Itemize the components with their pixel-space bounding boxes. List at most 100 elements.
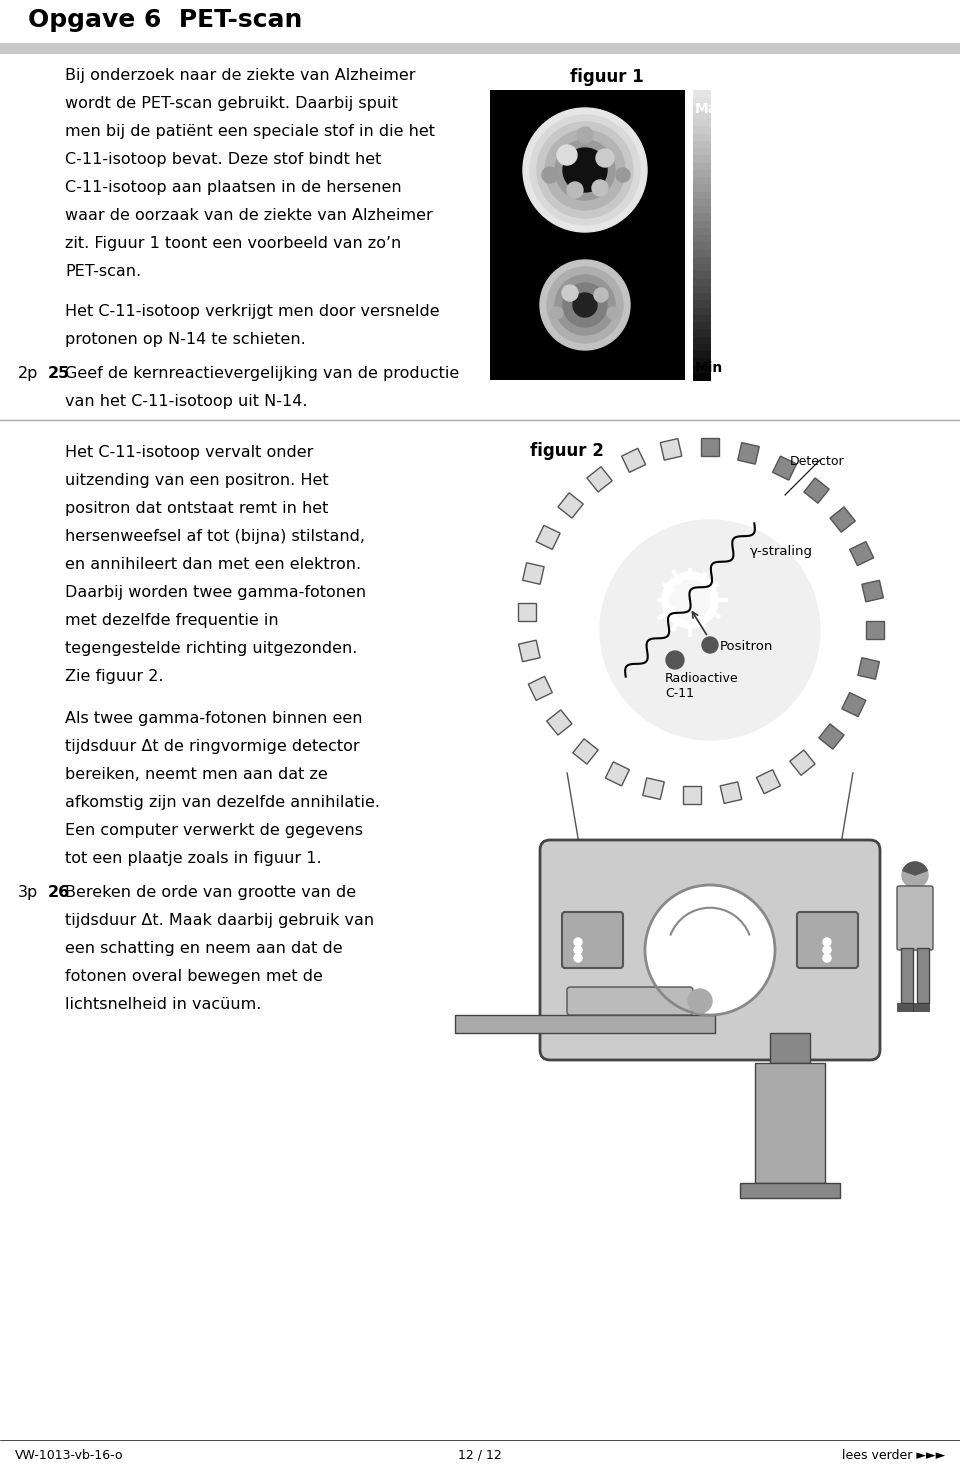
- Text: van het C-11-isotoop uit N-14.: van het C-11-isotoop uit N-14.: [65, 394, 307, 408]
- Text: PET-scan.: PET-scan.: [65, 264, 141, 279]
- Text: lichtsnelheid in vacüum.: lichtsnelheid in vacüum.: [65, 996, 261, 1013]
- Bar: [842, 693, 866, 716]
- Bar: [693, 140, 711, 149]
- Circle shape: [823, 954, 831, 963]
- Bar: [770, 1033, 810, 1063]
- Text: men bij de patiënt een speciale stof in die het: men bij de patiënt een speciale stof in …: [65, 124, 435, 139]
- Bar: [693, 184, 711, 193]
- Bar: [693, 256, 711, 265]
- Bar: [490, 90, 685, 380]
- Bar: [866, 621, 884, 640]
- Bar: [737, 442, 759, 464]
- Bar: [693, 234, 711, 243]
- Text: een schatting en neem aan dat de: een schatting en neem aan dat de: [65, 940, 343, 957]
- Circle shape: [688, 989, 712, 1013]
- Circle shape: [530, 115, 640, 226]
- Bar: [773, 455, 797, 481]
- Bar: [693, 177, 711, 186]
- Bar: [693, 351, 711, 360]
- Bar: [897, 1002, 913, 1011]
- Bar: [790, 750, 815, 775]
- Text: Het C-11-isotoop verkrijgt men door versnelde: Het C-11-isotoop verkrijgt men door vers…: [65, 304, 440, 318]
- Circle shape: [563, 283, 607, 327]
- FancyBboxPatch shape: [897, 886, 933, 951]
- Text: hersenweefsel af tot (bijna) stilstand,: hersenweefsel af tot (bijna) stilstand,: [65, 529, 365, 544]
- Bar: [755, 1063, 825, 1184]
- Text: met dezelfde frequentie in: met dezelfde frequentie in: [65, 613, 278, 628]
- Text: figuur 1: figuur 1: [570, 68, 644, 85]
- Circle shape: [551, 307, 563, 318]
- Bar: [693, 343, 711, 352]
- Circle shape: [645, 884, 775, 1016]
- Bar: [693, 147, 711, 156]
- Circle shape: [596, 149, 614, 167]
- Bar: [693, 358, 711, 367]
- Text: 2p: 2p: [18, 366, 38, 380]
- Bar: [693, 366, 711, 374]
- Bar: [701, 438, 719, 455]
- Circle shape: [574, 954, 582, 963]
- Circle shape: [573, 293, 597, 317]
- Bar: [693, 214, 711, 221]
- Text: Een computer verwerkt de gegevens: Een computer verwerkt de gegevens: [65, 822, 363, 839]
- Bar: [558, 492, 584, 519]
- Bar: [693, 105, 711, 112]
- Circle shape: [666, 652, 684, 669]
- Circle shape: [542, 167, 558, 183]
- Text: Bereken de orde van grootte van de: Bereken de orde van grootte van de: [65, 884, 356, 901]
- Bar: [693, 134, 711, 142]
- Text: waar de oorzaak van de ziekte van Alzheimer: waar de oorzaak van de ziekte van Alzhei…: [65, 208, 433, 223]
- Bar: [693, 242, 711, 251]
- FancyBboxPatch shape: [797, 912, 858, 968]
- Bar: [756, 769, 780, 793]
- Circle shape: [662, 572, 718, 628]
- Text: Zie figuur 2.: Zie figuur 2.: [65, 669, 163, 684]
- Text: 12 / 12: 12 / 12: [458, 1449, 502, 1462]
- FancyBboxPatch shape: [540, 840, 880, 1060]
- Bar: [606, 762, 630, 786]
- Text: C-11-isotoop bevat. Deze stof bindt het: C-11-isotoop bevat. Deze stof bindt het: [65, 152, 381, 167]
- Circle shape: [557, 144, 577, 165]
- Text: positron dat ontstaat remt in het: positron dat ontstaat remt in het: [65, 501, 328, 516]
- Circle shape: [594, 287, 608, 302]
- Bar: [522, 563, 544, 584]
- Text: bereiken, neemt men aan dat ze: bereiken, neemt men aan dat ze: [65, 766, 327, 783]
- Text: tegengestelde richting uitgezonden.: tegengestelde richting uitgezonden.: [65, 641, 357, 656]
- Text: tijdsduur Δt de ringvormige detector: tijdsduur Δt de ringvormige detector: [65, 738, 360, 755]
- Text: Min: Min: [695, 361, 723, 374]
- Bar: [693, 373, 711, 380]
- Bar: [693, 249, 711, 258]
- Circle shape: [607, 307, 619, 318]
- Text: figuur 2: figuur 2: [530, 442, 604, 460]
- Bar: [693, 119, 711, 127]
- Text: uitzending van een positron. Het: uitzending van een positron. Het: [65, 473, 328, 488]
- Text: zit. Figuur 1 toont een voorbeeld van zo’n: zit. Figuur 1 toont een voorbeeld van zo…: [65, 236, 401, 251]
- Circle shape: [592, 180, 608, 196]
- Bar: [643, 778, 664, 799]
- Text: Positron: Positron: [720, 640, 774, 653]
- Text: protonen op N-14 te schieten.: protonen op N-14 te schieten.: [65, 332, 305, 346]
- Circle shape: [562, 284, 578, 301]
- Text: Geef de kernreactievergelijking van de productie: Geef de kernreactievergelijking van de p…: [65, 366, 459, 380]
- Text: wordt de PET-scan gebruikt. Daarbij spuit: wordt de PET-scan gebruikt. Daarbij spui…: [65, 96, 397, 111]
- Bar: [917, 948, 929, 1002]
- Bar: [850, 541, 874, 566]
- Bar: [693, 301, 711, 308]
- Text: 26: 26: [48, 884, 70, 901]
- Bar: [536, 525, 560, 550]
- Circle shape: [670, 579, 710, 621]
- Bar: [693, 199, 711, 206]
- Bar: [455, 1016, 715, 1033]
- Bar: [720, 781, 742, 803]
- Circle shape: [567, 181, 583, 198]
- Bar: [518, 640, 540, 662]
- Wedge shape: [902, 862, 927, 876]
- Text: tijdsduur Δt. Maak daarbij gebruik van: tijdsduur Δt. Maak daarbij gebruik van: [65, 912, 374, 929]
- Text: γ-straling: γ-straling: [750, 545, 813, 559]
- Bar: [693, 206, 711, 214]
- Text: afkomstig zijn van dezelfde annihilatie.: afkomstig zijn van dezelfde annihilatie.: [65, 794, 380, 811]
- Bar: [693, 228, 711, 236]
- Bar: [528, 677, 552, 700]
- Circle shape: [545, 130, 625, 209]
- Text: C-11-isotoop aan plaatsen in de hersenen: C-11-isotoop aan plaatsen in de hersenen: [65, 180, 401, 195]
